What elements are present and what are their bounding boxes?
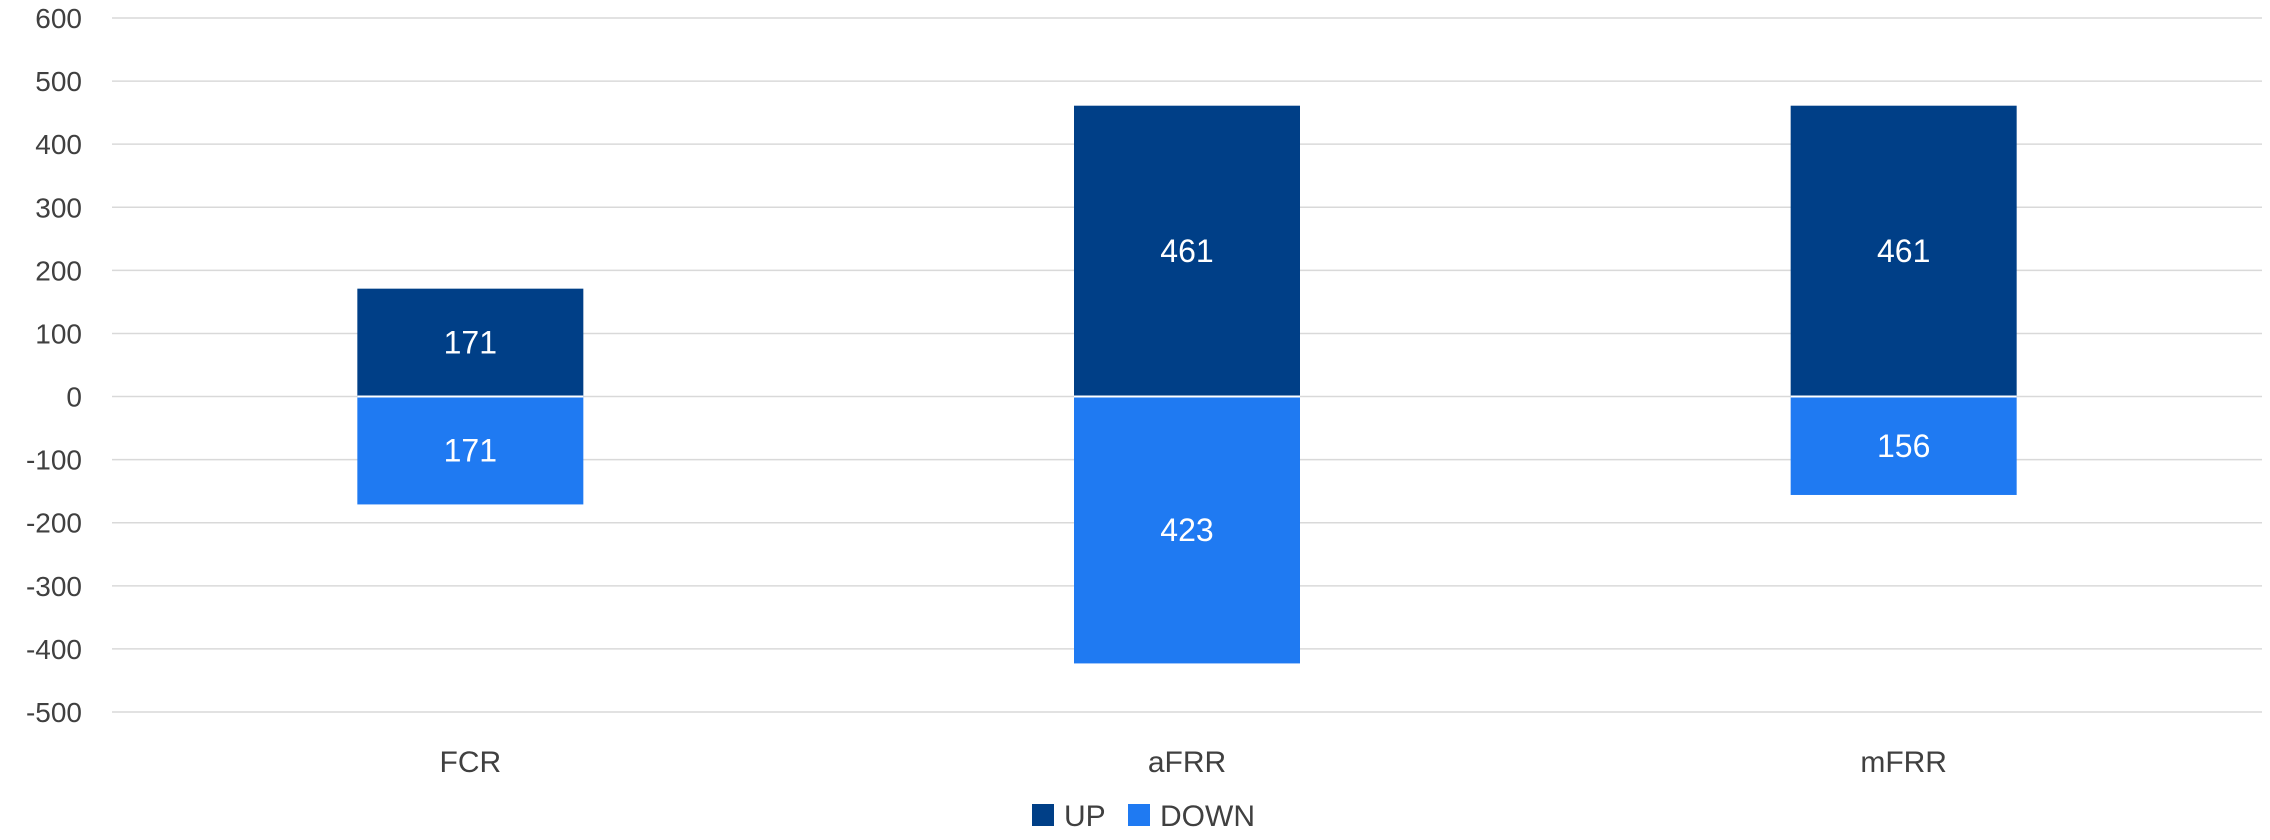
y-tick-label: -500 <box>26 697 82 728</box>
legend-label: DOWN <box>1160 800 1255 833</box>
y-tick-label: 400 <box>35 129 82 160</box>
bar-down-mfrr <box>1790 396 2017 495</box>
data-label: 171 <box>444 432 497 468</box>
y-tick-label: -200 <box>26 508 82 539</box>
bar-down-afrr <box>1074 396 1300 664</box>
bars <box>357 105 2017 664</box>
y-tick-label: 200 <box>35 255 82 286</box>
legend: UP DOWN <box>1032 800 1255 833</box>
data-label: 461 <box>1877 233 1930 269</box>
legend-swatch-down <box>1128 804 1150 826</box>
y-tick-label: -300 <box>26 571 82 602</box>
y-tick-label: 100 <box>35 318 82 349</box>
y-tick-label: 0 <box>66 382 82 413</box>
data-labels: 171 171 461 423 461 156 <box>444 233 1931 548</box>
category-label: FCR <box>440 746 502 779</box>
y-tick-label: -100 <box>26 445 82 476</box>
y-tick-label: 600 <box>35 3 82 34</box>
y-tick-label: 500 <box>35 66 82 97</box>
y-axis: 600 500 400 300 200 100 0 -100 -200 -300 -400 -500 <box>26 3 82 728</box>
bar-up-afrr <box>1074 105 1300 397</box>
bar-down-fcr <box>357 396 584 505</box>
bar-up-fcr <box>357 288 584 397</box>
bar-up-mfrr <box>1790 105 2017 397</box>
data-label: 423 <box>1160 512 1213 548</box>
data-label: 156 <box>1877 428 1930 464</box>
data-label: 461 <box>1160 233 1213 269</box>
data-label: 171 <box>444 325 497 361</box>
category-label: mFRR <box>1860 746 1947 779</box>
legend-swatch-up <box>1032 804 1054 826</box>
y-tick-label: 300 <box>35 192 82 223</box>
x-axis: FCR aFRR mFRR <box>440 746 1947 779</box>
legend-label: UP <box>1064 800 1106 833</box>
y-tick-label: -400 <box>26 634 82 665</box>
category-label: aFRR <box>1148 746 1226 779</box>
